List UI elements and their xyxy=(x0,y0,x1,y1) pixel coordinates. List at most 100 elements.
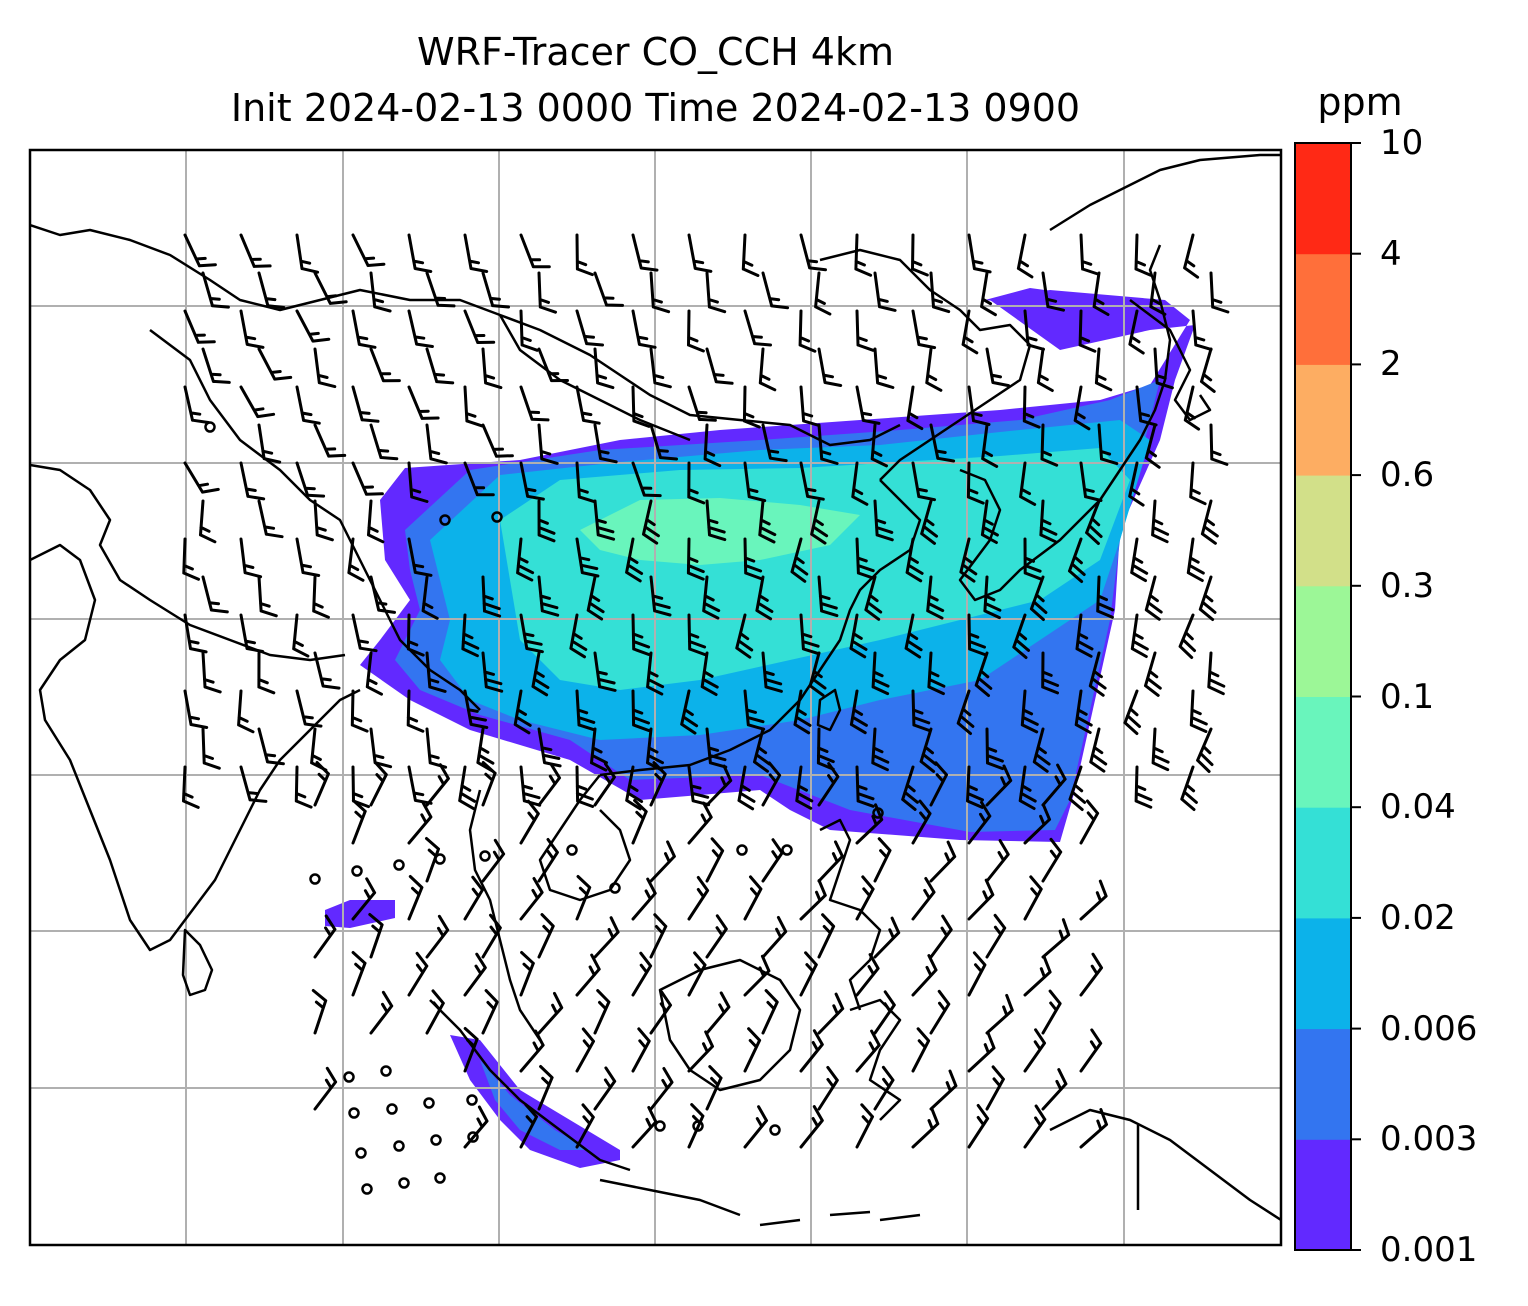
wind-barb xyxy=(855,875,875,921)
wind-barb xyxy=(519,877,544,921)
wind-barb xyxy=(313,914,337,959)
wind-barb xyxy=(929,761,948,807)
wind-barb xyxy=(816,727,835,771)
wind-barb xyxy=(1079,952,1103,997)
calm-wind-marker xyxy=(361,1183,373,1195)
wind-barb xyxy=(463,952,487,997)
colorbar-tick-label: 0.3 xyxy=(1380,565,1435,606)
wind-barb xyxy=(758,347,777,392)
wind-barb xyxy=(369,347,401,383)
wind-barb xyxy=(631,689,651,732)
wind-barb xyxy=(649,990,672,1035)
wind-barb xyxy=(183,461,220,494)
wind-barb xyxy=(1144,575,1163,621)
wind-barb xyxy=(873,837,892,883)
wind-barb xyxy=(407,461,429,503)
wind-barb xyxy=(705,837,725,883)
wind-barb xyxy=(1023,1104,1047,1149)
wind-barb xyxy=(1196,727,1214,773)
wind-barb xyxy=(959,537,978,583)
wind-barb xyxy=(1036,347,1054,392)
wind-barb xyxy=(761,271,790,310)
wind-barb xyxy=(1068,765,1087,811)
wind-barb xyxy=(257,499,284,539)
border-tibet xyxy=(149,329,481,711)
wind-barb xyxy=(351,951,367,997)
wind-barb xyxy=(1134,765,1153,809)
calm-wind-marker xyxy=(348,1107,360,1119)
wind-barb xyxy=(967,1031,996,1073)
wind-barb xyxy=(743,875,763,921)
wind-barb xyxy=(631,951,653,997)
wind-barb xyxy=(911,689,931,732)
wind-barb xyxy=(369,990,394,1035)
calm-wind-marker xyxy=(479,850,491,862)
calm-wind-marker xyxy=(467,1131,479,1143)
wind-barb xyxy=(1019,461,1037,506)
wind-barb xyxy=(687,801,713,845)
wind-barb xyxy=(257,651,276,695)
border-central-asia xyxy=(30,223,901,447)
calm-wind-marker xyxy=(380,1065,392,1077)
wind-barb xyxy=(182,765,200,809)
wind-barb xyxy=(967,233,992,274)
wind-barb xyxy=(974,651,993,697)
wind-barb xyxy=(741,233,760,277)
calm-wind-marker xyxy=(769,1124,781,1136)
wind-barb xyxy=(421,575,439,620)
wind-barb xyxy=(1200,347,1216,393)
wind-barb xyxy=(1039,499,1058,544)
wind-barb xyxy=(1074,689,1093,734)
wind-barb xyxy=(758,499,777,544)
calm-wind-marker xyxy=(393,859,405,871)
colorbar-tick-label: 0.003 xyxy=(1380,1119,1478,1160)
wind-barb xyxy=(537,499,556,543)
wind-barb xyxy=(967,878,995,921)
wind-barb xyxy=(967,1104,990,1149)
wind-barb xyxy=(593,499,616,541)
chart-title-line2: Init 2024-02-13 0000 Time 2024-02-13 090… xyxy=(230,86,1081,130)
wind-barb xyxy=(407,875,424,921)
wind-barb xyxy=(849,689,868,735)
colorbar-tick-label: 2 xyxy=(1380,344,1402,385)
wind-barb xyxy=(798,309,817,353)
wind-barb xyxy=(519,461,545,501)
calm-wind-marker xyxy=(781,844,793,856)
wind-barb xyxy=(1151,499,1170,544)
wind-barb xyxy=(920,499,938,545)
wind-barb xyxy=(295,309,331,343)
colorbar-segment xyxy=(1295,364,1351,476)
wind-barb xyxy=(1144,651,1162,697)
wind-barb xyxy=(351,385,380,423)
wind-barb xyxy=(985,347,1011,388)
wind-barb xyxy=(312,575,330,619)
wind-barb xyxy=(201,347,231,384)
wind-barb xyxy=(956,689,975,735)
wind-barb xyxy=(537,838,559,883)
wind-barb xyxy=(1041,918,1071,959)
wind-barb xyxy=(313,423,347,458)
wind-barb xyxy=(575,689,596,732)
wind-barb xyxy=(817,913,836,959)
wind-barb xyxy=(1022,385,1041,429)
wind-barb xyxy=(687,1103,705,1149)
colorbar-segment xyxy=(1295,585,1351,697)
wind-barb xyxy=(295,233,320,274)
wind-barb xyxy=(425,763,450,807)
wind-barb xyxy=(929,271,951,314)
wind-barb xyxy=(1078,309,1097,353)
wind-barb xyxy=(1073,385,1091,431)
wind-barb xyxy=(481,989,499,1035)
wind-barb xyxy=(1092,271,1110,316)
wind-barb xyxy=(476,727,495,773)
wind-barb xyxy=(1023,875,1043,921)
wind-barb xyxy=(199,499,217,544)
wind-barb xyxy=(855,953,880,997)
wind-barb xyxy=(201,575,229,614)
wind-barb xyxy=(929,989,951,1035)
calm-wind-marker xyxy=(439,514,451,526)
wind-barb xyxy=(799,951,818,997)
calm-wind-marker xyxy=(434,1172,446,1184)
wind-barb xyxy=(1097,423,1119,466)
wind-barb xyxy=(463,1027,479,1073)
